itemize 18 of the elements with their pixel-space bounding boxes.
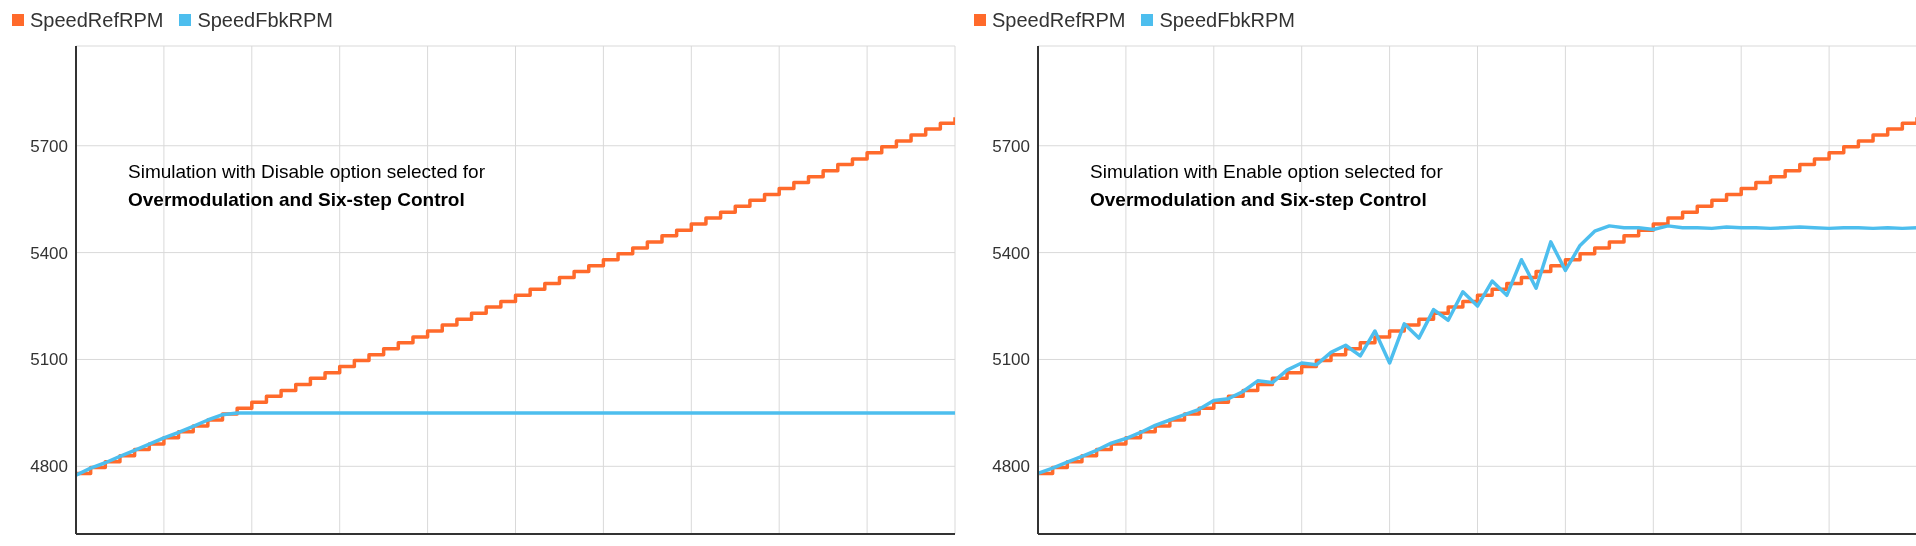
legend-label: SpeedRefRPM	[992, 8, 1126, 32]
annotation: Simulation with Enable option selected for	[1090, 160, 1443, 184]
y-tick-label: 4800	[992, 457, 1030, 477]
y-tick-label: 5700	[30, 136, 68, 156]
legend-label: SpeedRefRPM	[30, 8, 164, 32]
line-series	[76, 411, 955, 477]
y-tick-label: 5700	[992, 136, 1030, 156]
legend-label: SpeedFbkRPM	[197, 8, 334, 32]
y-tick-label: 5100	[30, 350, 68, 370]
line-series	[1038, 224, 1916, 476]
annotation: Simulation with Disable option selected for	[128, 160, 485, 184]
y-tick-label: 4800	[30, 457, 68, 477]
y-tick-label: 5100	[992, 350, 1030, 370]
annotation: Overmodulation and Six-step Control	[1090, 188, 1428, 212]
legend-label: SpeedFbkRPM	[1159, 8, 1296, 32]
annotation: Overmodulation and Six-step Control	[128, 188, 466, 212]
y-tick-label: 5400	[30, 243, 68, 263]
y-tick-label: 5400	[992, 243, 1030, 263]
